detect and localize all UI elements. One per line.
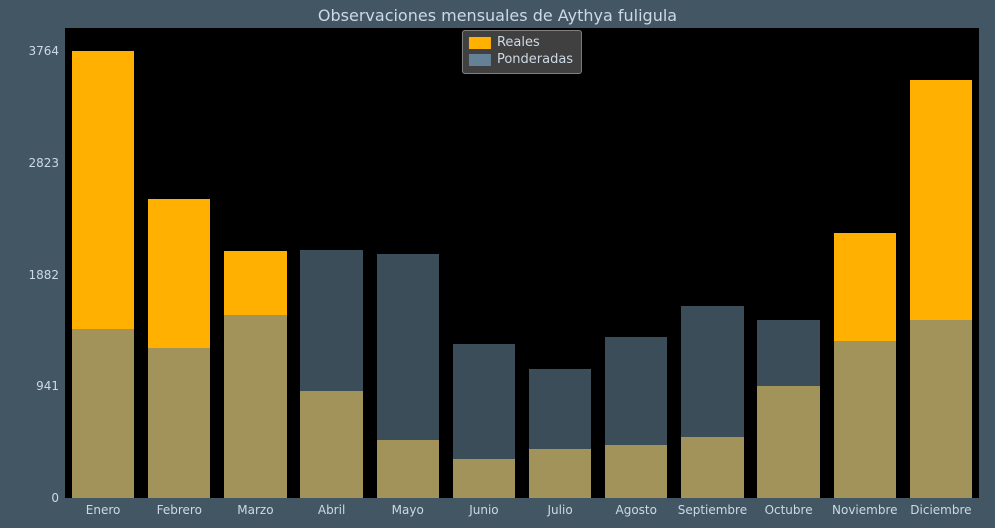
y-tick-label: 0	[51, 491, 65, 505]
y-tick-label: 2823	[28, 156, 65, 170]
y-tick-label: 1882	[28, 268, 65, 282]
bar-ponderadas	[605, 337, 667, 498]
bar-ponderadas	[681, 306, 743, 498]
legend-item: Ponderadas	[469, 52, 573, 69]
axis-spine-left	[65, 28, 66, 498]
legend-item: Reales	[469, 35, 573, 52]
x-tick-label: Julio	[548, 498, 573, 517]
x-tick-label: Enero	[86, 498, 121, 517]
legend-swatch	[469, 37, 491, 49]
bar-ponderadas	[529, 369, 591, 498]
axis-spine-top	[65, 28, 979, 29]
bar-ponderadas	[224, 315, 286, 498]
legend: RealesPonderadas	[462, 30, 582, 74]
bar-ponderadas	[834, 341, 896, 498]
x-tick-label: Febrero	[157, 498, 202, 517]
legend-label: Reales	[497, 35, 540, 52]
bar-ponderadas	[148, 348, 210, 498]
bar-ponderadas	[910, 320, 972, 498]
axis-spine-right	[978, 28, 979, 498]
x-tick-label: Junio	[469, 498, 498, 517]
bar-ponderadas	[300, 250, 362, 498]
x-tick-label: Mayo	[392, 498, 424, 517]
x-tick-label: Marzo	[237, 498, 273, 517]
bar-ponderadas	[757, 320, 819, 498]
plot-area: 0941188228233764 EneroFebreroMarzoAbrilM…	[65, 28, 979, 498]
x-tick-label: Septiembre	[678, 498, 747, 517]
y-tick-label: 3764	[28, 44, 65, 58]
x-tick-label: Noviembre	[832, 498, 898, 517]
figure: Observaciones mensuales de Aythya fuligu…	[0, 0, 995, 528]
bar-ponderadas	[72, 329, 134, 498]
bar-ponderadas	[453, 344, 515, 498]
x-tick-label: Diciembre	[910, 498, 971, 517]
legend-swatch	[469, 54, 491, 66]
chart-title: Observaciones mensuales de Aythya fuligu…	[0, 6, 995, 25]
x-tick-label: Octubre	[765, 498, 813, 517]
y-tick-label: 941	[36, 379, 65, 393]
legend-label: Ponderadas	[497, 52, 573, 69]
x-tick-label: Agosto	[616, 498, 657, 517]
bar-ponderadas	[377, 254, 439, 498]
x-tick-label: Abril	[318, 498, 345, 517]
